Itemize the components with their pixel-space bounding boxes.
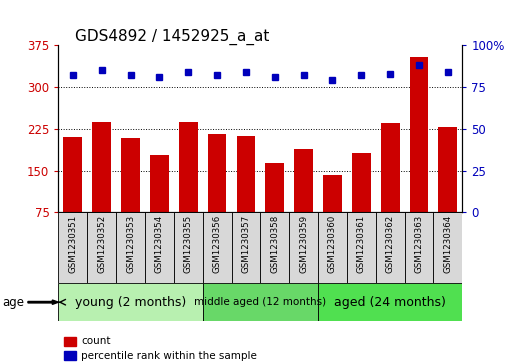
Bar xyxy=(92,122,111,254)
Text: GSM1230351: GSM1230351 xyxy=(69,215,77,273)
Bar xyxy=(64,137,82,254)
Bar xyxy=(121,138,140,254)
Bar xyxy=(265,163,284,254)
Bar xyxy=(376,212,404,283)
Text: GSM1230362: GSM1230362 xyxy=(386,215,395,273)
Text: GSM1230357: GSM1230357 xyxy=(241,215,250,273)
Text: percentile rank within the sample: percentile rank within the sample xyxy=(81,351,257,361)
Bar xyxy=(381,123,399,254)
Bar xyxy=(58,283,203,321)
Bar xyxy=(261,212,289,283)
Bar xyxy=(179,122,198,254)
Text: GSM1230358: GSM1230358 xyxy=(270,215,279,273)
Bar xyxy=(145,212,174,283)
Bar xyxy=(87,212,116,283)
Bar xyxy=(404,212,433,283)
Text: young (2 months): young (2 months) xyxy=(75,296,186,309)
Bar xyxy=(174,212,203,283)
Text: GSM1230352: GSM1230352 xyxy=(97,215,106,273)
Text: GSM1230356: GSM1230356 xyxy=(212,215,221,273)
Text: GSM1230363: GSM1230363 xyxy=(415,215,424,273)
Bar xyxy=(232,212,261,283)
Bar xyxy=(438,127,457,254)
Bar xyxy=(318,283,462,321)
Text: count: count xyxy=(81,336,111,346)
Bar xyxy=(203,212,232,283)
Text: GDS4892 / 1452925_a_at: GDS4892 / 1452925_a_at xyxy=(75,29,269,45)
Bar xyxy=(433,212,462,283)
Text: middle aged (12 months): middle aged (12 months) xyxy=(194,297,327,307)
Text: GSM1230355: GSM1230355 xyxy=(184,215,193,273)
Bar xyxy=(116,212,145,283)
Bar xyxy=(208,134,227,254)
Bar xyxy=(347,212,376,283)
Bar xyxy=(58,212,87,283)
Bar xyxy=(409,57,428,254)
Text: GSM1230359: GSM1230359 xyxy=(299,215,308,273)
Bar xyxy=(323,175,342,254)
Text: GSM1230361: GSM1230361 xyxy=(357,215,366,273)
Bar xyxy=(352,153,371,254)
Bar xyxy=(318,212,347,283)
Text: GSM1230360: GSM1230360 xyxy=(328,215,337,273)
Bar xyxy=(150,155,169,254)
Text: GSM1230354: GSM1230354 xyxy=(155,215,164,273)
Bar xyxy=(237,135,256,254)
Bar xyxy=(203,283,318,321)
Text: GSM1230353: GSM1230353 xyxy=(126,215,135,273)
Bar xyxy=(294,150,313,254)
Text: age: age xyxy=(3,296,24,309)
Text: aged (24 months): aged (24 months) xyxy=(334,296,446,309)
Text: GSM1230364: GSM1230364 xyxy=(443,215,452,273)
Bar xyxy=(289,212,318,283)
